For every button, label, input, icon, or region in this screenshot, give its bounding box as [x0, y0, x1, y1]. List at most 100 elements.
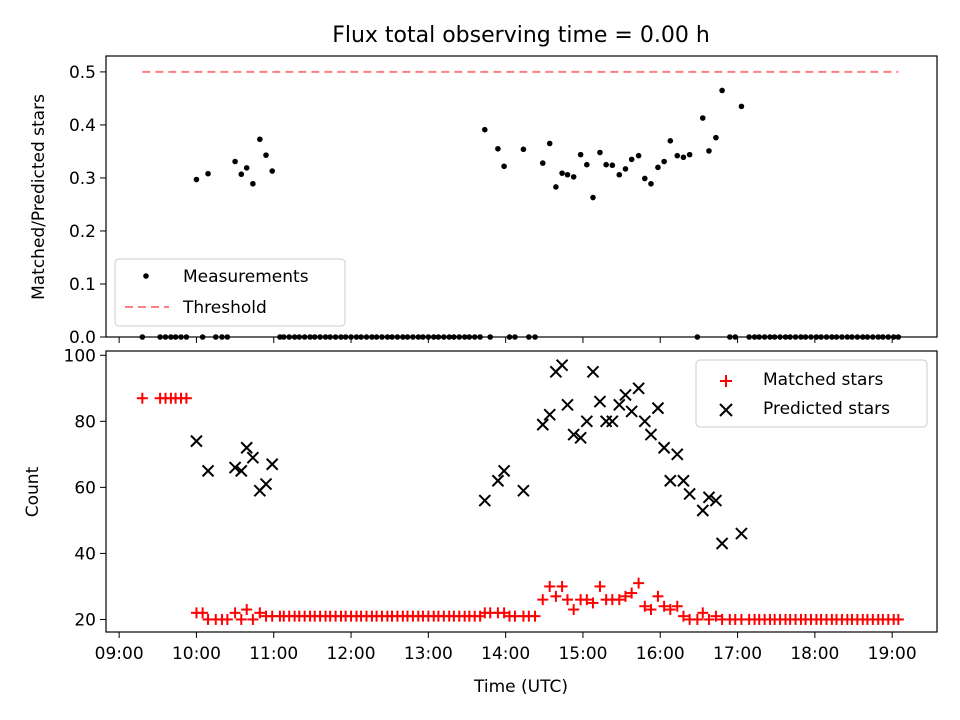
bottom-y-tick-label: 40: [74, 544, 96, 564]
predicted-star-stroke-b: [246, 451, 260, 464]
measurement-point: [501, 163, 507, 170]
bottom-y-axis-label: Count: [23, 466, 43, 517]
predicted-star-point: [664, 474, 677, 487]
bottom-axes-frame: [105, 350, 938, 633]
bottom-x-tick-label: 15:00: [558, 644, 607, 664]
measurement-point: [609, 162, 616, 169]
matched-star-point: [710, 610, 722, 622]
predicted-star-stroke-b: [606, 415, 619, 428]
predicted-star-point: [190, 434, 203, 448]
predicted-star-point: [677, 474, 690, 487]
predicted-star-stroke-b: [619, 388, 632, 402]
predicted-star-stroke-b: [201, 464, 215, 478]
matched-star-point: [550, 590, 562, 602]
matched-star-point: [180, 392, 192, 404]
measurement-point: [238, 171, 245, 178]
top-y-tick-label: 0.3: [69, 169, 96, 189]
predicted-star-point: [240, 441, 253, 454]
measurement-point: [635, 152, 642, 159]
predicted-star-point: [517, 484, 530, 497]
measurement-point: [539, 160, 546, 166]
chart-title: Flux total observing time = 0.00 h: [332, 23, 710, 48]
measurement-point: [481, 126, 488, 133]
measurement-point: [686, 151, 693, 158]
predicted-star-point: [593, 395, 607, 408]
predicted-star-point: [265, 458, 279, 471]
predicted-star-point: [497, 464, 511, 478]
measurement-point: [667, 138, 674, 144]
predicted-star-stroke-b: [644, 428, 658, 441]
predicted-star-point: [632, 382, 645, 395]
predicted-star-stroke-b: [517, 484, 530, 497]
predicted-star-point: [619, 388, 632, 402]
measurement-point: [655, 164, 661, 171]
predicted-star-stroke-b: [567, 428, 580, 441]
measurement-point: [628, 156, 635, 163]
measurement-point: [232, 158, 238, 165]
measurement-point: [699, 115, 706, 121]
bottom-x-tick-label: 14:00: [481, 644, 530, 664]
measurement-point: [641, 175, 648, 182]
top-legend-box: [114, 258, 346, 327]
measurement-point: [250, 180, 256, 187]
measurement-point: [584, 161, 590, 168]
matched-star-point: [241, 604, 253, 616]
measurement-point: [603, 161, 609, 168]
measurement-point: [590, 194, 596, 201]
matched-star-point: [537, 594, 549, 606]
measurement-point: [257, 136, 263, 143]
predicted-star-point: [543, 408, 556, 421]
matched-star-point: [633, 577, 645, 589]
bottom-x-ticks: 09:00 10:00 11:00 12:00 13:00 14:00 15:00 16:00…: [95, 632, 917, 664]
bottom-x-tick-label: 18:00: [790, 644, 839, 664]
bottom-plot-marks: [136, 358, 904, 625]
measurement-point: [269, 168, 276, 174]
top-y-tick-label: 0.5: [69, 63, 96, 83]
matched-star-point: [568, 604, 580, 616]
matched-star-point: [639, 600, 651, 612]
predicted-star-stroke-b: [235, 464, 248, 478]
top-y-tick-label: 0.2: [69, 222, 96, 242]
bottom-y-tick-label: 80: [74, 412, 96, 432]
predicted-star-stroke-b: [683, 487, 696, 501]
measurement-point: [713, 134, 719, 141]
bottom-x-tick-label: 17:00: [713, 644, 762, 664]
predicted-star-point: [536, 418, 549, 431]
measurement-point: [243, 165, 250, 171]
predicted-star-point: [555, 358, 569, 372]
matched-star-point: [892, 613, 904, 625]
top-y-tick-label: 0.0: [69, 328, 96, 348]
predicted-star-point: [246, 451, 260, 464]
bottom-panel: 20 40 60 80 100 09:00 10:00 11:00 12:00 13:00 14:…: [23, 346, 938, 697]
matched-star-point: [613, 594, 625, 606]
measurement-point: [674, 152, 681, 159]
matched-star-point: [677, 610, 689, 622]
predicted-star-stroke-b: [657, 441, 671, 454]
predicted-star-point: [657, 441, 671, 454]
matched-star-point: [136, 392, 148, 404]
measurement-point: [648, 180, 654, 187]
matched-star-point: [235, 613, 247, 625]
measurement-point: [738, 103, 745, 110]
bottom-x-tick-label: 12:00: [327, 644, 376, 664]
predicted-star-stroke-b: [613, 398, 626, 412]
predicted-star-point: [574, 431, 587, 445]
matched-star-point: [703, 613, 715, 625]
matched-star-point: [556, 580, 568, 592]
predicted-star-stroke-b: [671, 448, 684, 461]
matched-star-point: [619, 590, 631, 602]
top-y-tick-label: 0.1: [69, 275, 96, 295]
predicted-star-stroke-b: [259, 477, 273, 491]
predicted-star-stroke-b: [580, 415, 594, 428]
top-legend: Measurements Threshold: [114, 258, 346, 327]
predicted-star-stroke-b: [702, 491, 716, 504]
matched-star-point: [664, 604, 676, 616]
measurement-point: [546, 140, 553, 147]
predicted-star-stroke-b: [240, 441, 253, 454]
bottom-x-tick-label: 16:00: [636, 644, 685, 664]
predicted-star-stroke-b: [555, 358, 569, 372]
matched-star-point: [197, 607, 209, 619]
matched-star-point: [221, 613, 233, 625]
predicted-star-stroke-b: [593, 395, 607, 408]
